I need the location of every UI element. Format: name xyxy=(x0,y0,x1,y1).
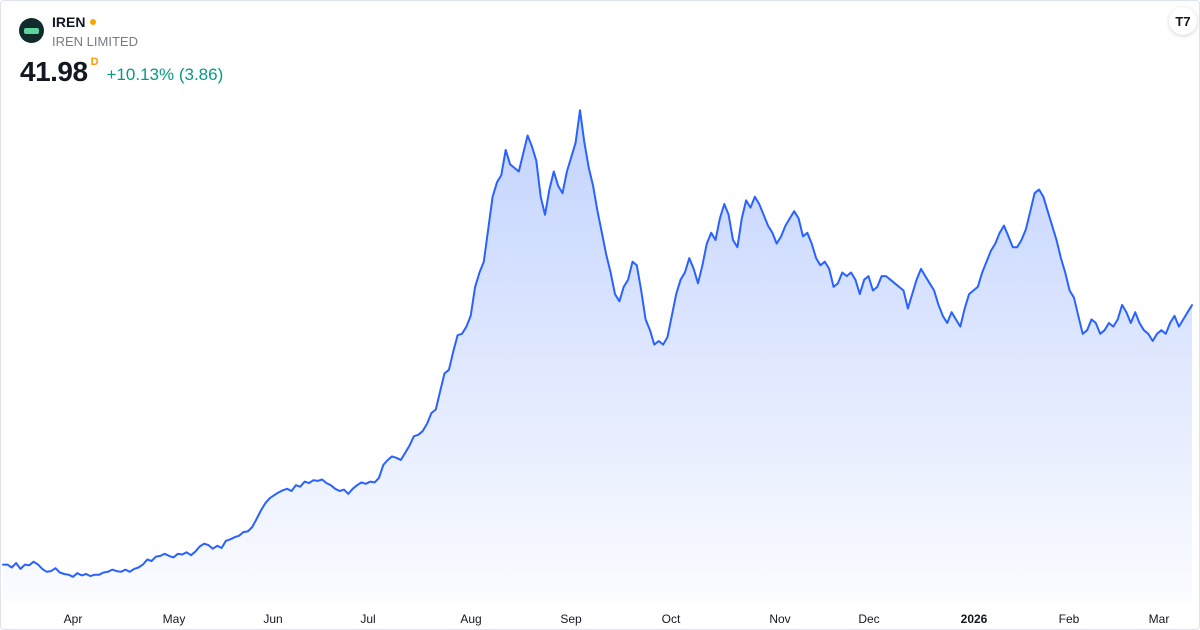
company-name: IREN LIMITED xyxy=(52,34,138,49)
x-axis-labels: Apr May Jun Jul Aug Sep Oct Nov Dec 2026 Feb Mar xyxy=(64,612,1170,626)
x-tick-label: Sep xyxy=(560,612,582,626)
tradingview-logo-icon[interactable]: T7 xyxy=(1169,7,1197,35)
logo-mark xyxy=(24,27,39,34)
x-tick-label: Jun xyxy=(263,612,282,626)
x-tick-label: Apr xyxy=(64,612,83,626)
x-tick-label: May xyxy=(163,612,186,626)
price-line xyxy=(2,109,1193,578)
price-row: 41.98 D +10.13% (3.86) xyxy=(20,56,223,88)
x-tick-label: Nov xyxy=(769,612,790,626)
x-tick-label: 2026 xyxy=(961,612,988,626)
x-tick-label: Mar xyxy=(1149,612,1170,626)
x-tick-label: Feb xyxy=(1059,612,1080,626)
market-status-dot xyxy=(90,19,97,25)
delayed-data-flag: D xyxy=(90,56,99,68)
x-tick-label: Dec xyxy=(858,612,879,626)
last-price: 41.98 xyxy=(20,56,88,87)
price-area-fill xyxy=(3,110,1192,601)
x-tick-label: Oct xyxy=(662,612,681,626)
iren-logo-icon[interactable] xyxy=(19,18,44,43)
symbol-ticker[interactable]: IREN xyxy=(52,14,86,30)
x-tick-label: Aug xyxy=(460,612,481,626)
symbol-row: IREN xyxy=(52,14,97,30)
x-tick-label: Jul xyxy=(360,612,375,626)
price-change: +10.13% (3.86) xyxy=(106,65,224,84)
